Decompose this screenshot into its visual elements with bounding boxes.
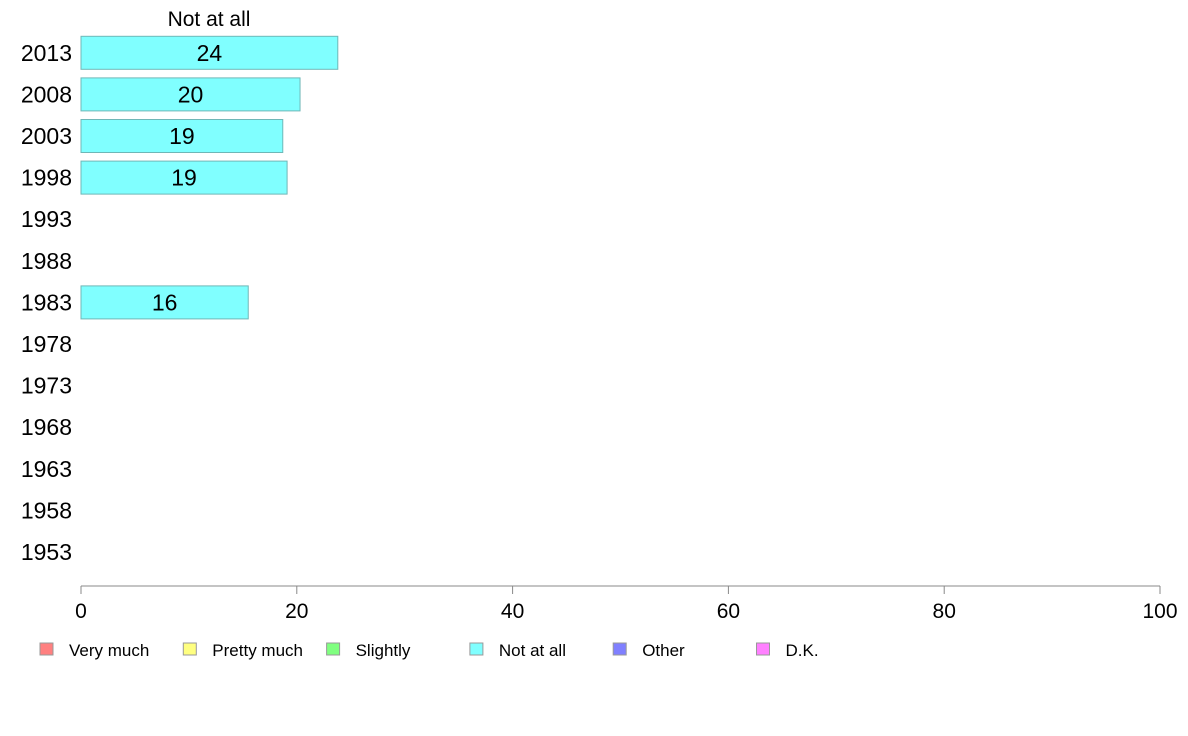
legend-label: Pretty much	[212, 641, 303, 660]
legend: Very much Pretty much Slightly Not at all Ot…	[39, 641, 819, 660]
year-label: 1993	[21, 206, 72, 232]
year-label: 1998	[21, 165, 72, 191]
year-label: 2003	[21, 123, 72, 149]
bar-value-label: 19	[169, 123, 195, 149]
bar-value-label: 20	[178, 81, 204, 107]
legend-swatch	[39, 642, 54, 656]
legend-label: Other	[642, 641, 685, 660]
legend-swatch	[612, 642, 627, 656]
year-label: 1978	[21, 331, 72, 357]
year-label: 1958	[21, 497, 72, 523]
bar-value-label: 19	[171, 165, 197, 191]
x-tick-label: 80	[933, 600, 956, 623]
bar	[80, 285, 249, 320]
legend-swatch	[469, 642, 484, 656]
bar	[80, 35, 339, 70]
panel-title: Not at all	[168, 8, 251, 31]
year-label: 1953	[21, 539, 72, 565]
bars	[80, 35, 339, 320]
legend-label: Slightly	[356, 641, 411, 660]
x-tick-label: 40	[501, 600, 524, 623]
bar	[80, 119, 284, 153]
year-label: 1988	[21, 248, 72, 274]
year-label: 1963	[21, 456, 72, 482]
x-tick-label: 60	[717, 600, 740, 623]
x-tick-label: 0	[75, 600, 87, 623]
year-label: 1968	[21, 414, 72, 440]
legend-label: Not at all	[499, 641, 566, 660]
legend-label: D.K.	[786, 641, 819, 660]
year-label: 2013	[21, 40, 72, 66]
bar-value-label: 24	[197, 40, 223, 66]
x-tick-label: 20	[285, 600, 308, 623]
legend-swatch	[756, 642, 770, 656]
year-labels: 2013 2008 2003 1998 1993 1988 1983 1978 1973 1968…	[21, 40, 72, 565]
legend-label: Very much	[69, 641, 149, 660]
year-label: 2008	[21, 81, 72, 107]
bar-value-labels: 24 20 19 19 16	[152, 40, 223, 316]
bar	[80, 160, 288, 195]
year-label: 1983	[21, 289, 72, 315]
year-label: 1973	[21, 373, 72, 399]
bar-value-label: 16	[152, 289, 178, 315]
x-tick-label: 100	[1142, 600, 1177, 623]
legend-swatch	[182, 642, 197, 656]
bar	[80, 77, 301, 112]
legend-swatch	[326, 642, 341, 656]
x-axis: 0 20 40 60 80 100	[75, 585, 1178, 623]
